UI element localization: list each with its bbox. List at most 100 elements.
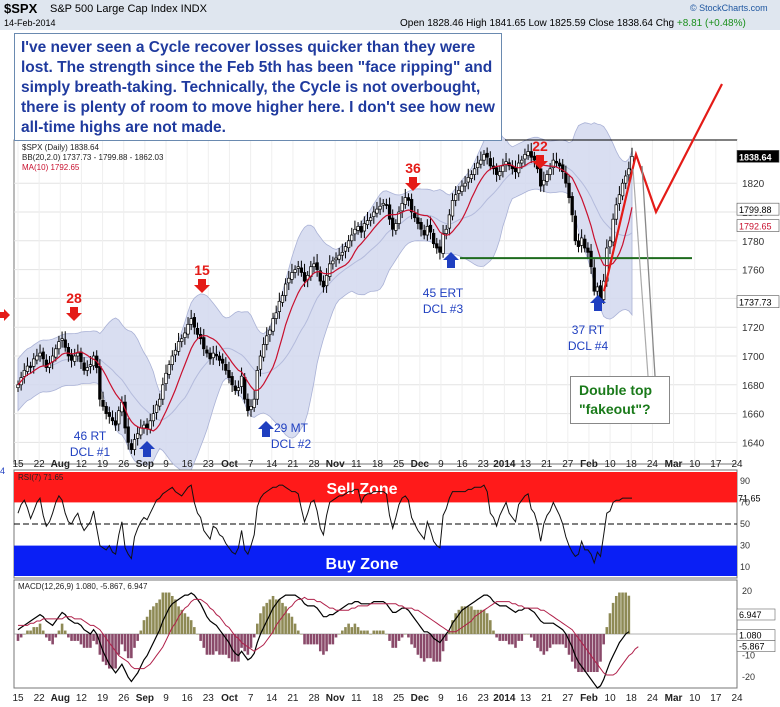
- chg-value: +8.81 (+0.48%): [676, 18, 746, 29]
- macd-histogram-bar: [120, 634, 124, 645]
- candle-body: [346, 240, 351, 249]
- macd-histogram-bar: [271, 595, 275, 634]
- macd-histogram-bar: [624, 592, 628, 634]
- macd-histogram-bar: [545, 634, 549, 652]
- macd-histogram-bar: [26, 630, 29, 634]
- x-tick-label: 9: [438, 459, 444, 470]
- macd-histogram-bar: [394, 634, 398, 648]
- price-tag: 1838.64: [739, 152, 772, 162]
- x-tick-label: Feb: [580, 459, 598, 470]
- macd-histogram-bar: [85, 634, 89, 648]
- macd-histogram-bar: [29, 630, 32, 634]
- x-tick-label: 9: [163, 693, 169, 704]
- macd-histogram-bar: [372, 630, 376, 634]
- macd-histogram-bar: [457, 609, 461, 634]
- macd-histogram-bar: [92, 634, 95, 641]
- macd-histogram-bar: [507, 634, 511, 645]
- x-tick-label: 11: [351, 693, 362, 704]
- candle-body: [192, 317, 196, 328]
- candle-body: [586, 247, 590, 253]
- candle-body: [337, 254, 341, 260]
- candle-body: [73, 355, 77, 362]
- macd-histogram-bar: [611, 602, 615, 634]
- candle-body: [592, 267, 596, 292]
- cycle-low-label: 45 ERT: [423, 286, 464, 300]
- macd-y-tick: 20: [742, 586, 752, 596]
- macd-histogram-bar: [599, 634, 602, 662]
- macd-histogram-bar: [479, 609, 483, 634]
- macd-histogram-bar: [381, 630, 385, 634]
- x-tick-label: 18: [372, 459, 384, 470]
- cycle-peak-label: 36: [405, 160, 421, 176]
- candle-body: [123, 401, 127, 429]
- macd-histogram-bar: [555, 634, 558, 645]
- x-tick-label: 14: [266, 693, 278, 704]
- x-tick-label: 18: [626, 693, 638, 704]
- price-x-axis: 15 22 Aug 12 19 26 Sep 9 16 23 Oct 7 14 21 28 Nov 11 18 25…: [12, 459, 743, 470]
- price-y-tick: 1660: [742, 410, 765, 421]
- macd-histogram-bar: [536, 634, 539, 648]
- candle-body: [387, 204, 392, 220]
- candle-body: [394, 223, 398, 231]
- macd-histogram-bar: [303, 634, 306, 645]
- macd-tag: 1.080: [739, 631, 762, 641]
- macd-histogram-bar: [32, 627, 36, 634]
- x-tick-label: 24: [731, 693, 743, 704]
- price-y-tick: 1680: [742, 381, 765, 392]
- candle-body: [321, 280, 326, 288]
- candle-body: [302, 272, 307, 282]
- candle-body: [287, 277, 291, 284]
- x-tick-label: Aug: [51, 693, 70, 704]
- x-tick-label: 12: [76, 693, 88, 704]
- candle-body: [246, 398, 250, 412]
- macd-histogram-bar: [596, 634, 599, 673]
- x-tick-label: 27: [562, 693, 574, 704]
- macd-histogram-bar: [45, 634, 48, 638]
- candle-body: [476, 162, 480, 168]
- candle-body: [422, 230, 426, 236]
- candle-body: [403, 197, 407, 205]
- x-tick-label: 15: [12, 693, 24, 704]
- macd-histogram-bar: [463, 606, 467, 634]
- macd-histogram-bar: [523, 634, 527, 635]
- candle-body: [57, 341, 61, 350]
- macd-histogram-bar: [438, 634, 442, 662]
- candle-body: [126, 426, 130, 443]
- macd-histogram-bar: [309, 634, 313, 645]
- macd-histogram-bar: [315, 634, 319, 645]
- price-tag: 1799.88: [739, 205, 772, 215]
- macd-histogram-bar: [126, 634, 130, 659]
- macd-histogram-bar: [76, 634, 80, 641]
- candle-body: [195, 328, 200, 335]
- candle-body: [526, 151, 530, 156]
- macd-histogram-bar: [363, 630, 366, 634]
- low-arrow: [258, 421, 274, 437]
- x-tick-label: 16: [182, 459, 194, 470]
- macd-histogram-bar: [22, 634, 26, 635]
- callout-pointer: [632, 168, 649, 377]
- commentary-box: I've never seen a Cycle recover losses q…: [14, 33, 502, 141]
- x-tick-label: 9: [163, 459, 169, 470]
- cycle-peak-label: 22: [532, 138, 548, 154]
- macd-histogram-bar: [274, 599, 278, 634]
- x-tick-label: 26: [118, 693, 130, 704]
- candle-body: [82, 362, 86, 371]
- bollinger-band: [17, 122, 633, 475]
- macd-histogram-bar: [183, 613, 187, 634]
- candle-body: [539, 168, 543, 187]
- macd-histogram-bar: [350, 627, 354, 634]
- rsi-y-tick: 70: [740, 497, 750, 507]
- candle-body: [350, 234, 354, 242]
- left-edge-marker: [0, 309, 10, 321]
- candle-body: [482, 154, 486, 161]
- macd-histogram-bar: [265, 602, 269, 634]
- macd-histogram-bar: [158, 599, 161, 634]
- macd-histogram-bar: [167, 592, 171, 634]
- macd-histogram-bar: [41, 630, 45, 634]
- candle-body: [608, 240, 612, 248]
- candle-body: [416, 217, 420, 224]
- candle-body: [268, 329, 272, 336]
- macd-histogram-bar: [422, 634, 426, 662]
- macd-histogram-bar: [407, 634, 410, 638]
- macd-legend: MACD(12,26,9) 1.080, -5.867, 6.947: [18, 582, 148, 591]
